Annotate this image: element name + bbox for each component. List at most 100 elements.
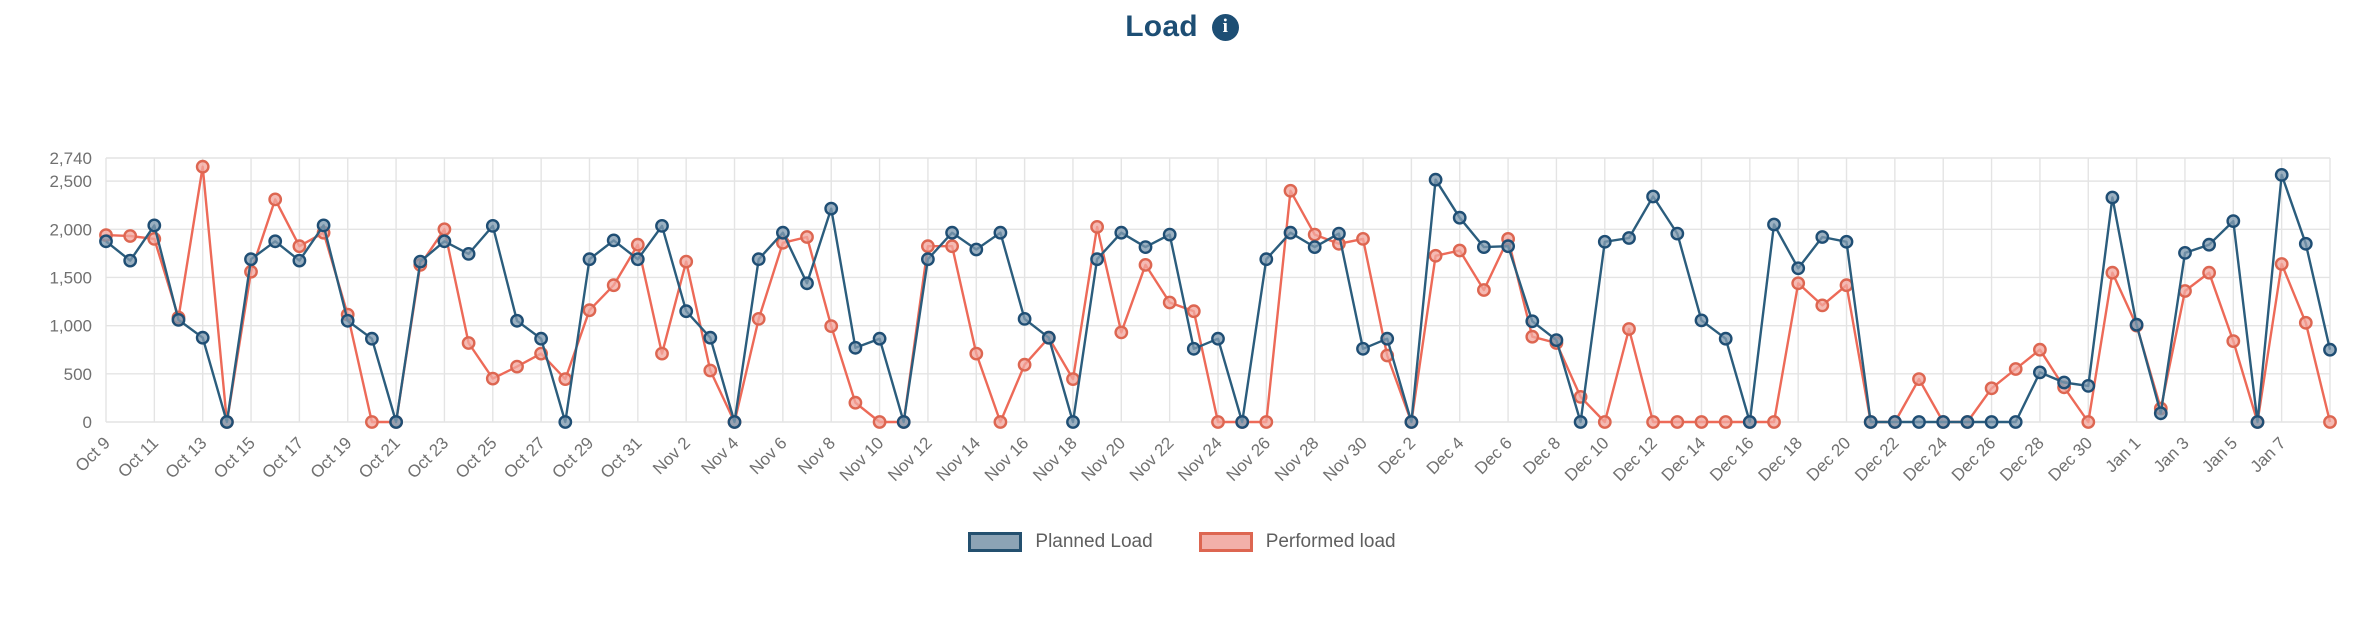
- data-point-marker[interactable]: [2202, 237, 2217, 252]
- data-point-marker[interactable]: [1936, 415, 1951, 429]
- data-point-marker[interactable]: [993, 415, 1008, 429]
- data-point-marker[interactable]: [1888, 415, 1902, 429]
- data-point-marker[interactable]: [1138, 257, 1153, 272]
- data-point-marker[interactable]: [679, 304, 694, 319]
- data-point-marker[interactable]: [1791, 261, 1806, 276]
- data-point-marker[interactable]: [1815, 230, 1830, 244]
- data-point-marker[interactable]: [413, 254, 428, 269]
- data-point-marker[interactable]: [2226, 214, 2241, 229]
- data-point-marker[interactable]: [1815, 298, 1830, 313]
- data-point-marker[interactable]: [1525, 314, 1540, 329]
- data-point-marker[interactable]: [1597, 234, 1612, 249]
- data-point-marker[interactable]: [1138, 240, 1153, 255]
- data-point-marker[interactable]: [123, 229, 138, 243]
- data-point-marker[interactable]: [2202, 265, 2217, 280]
- data-point-marker[interactable]: [2008, 415, 2023, 429]
- data-point-marker[interactable]: [921, 252, 935, 267]
- data-point-marker[interactable]: [1186, 304, 1201, 319]
- data-point-marker[interactable]: [824, 201, 839, 216]
- data-point-marker[interactable]: [1670, 226, 1685, 241]
- data-point-marker[interactable]: [1622, 322, 1636, 336]
- info-icon[interactable]: i: [1211, 13, 1239, 41]
- data-point-marker[interactable]: [1404, 415, 1419, 429]
- data-point-marker[interactable]: [655, 218, 669, 233]
- data-point-marker[interactable]: [848, 340, 863, 355]
- data-point-marker[interactable]: [921, 239, 935, 254]
- data-point-marker[interactable]: [2274, 257, 2289, 271]
- data-point-marker[interactable]: [461, 246, 476, 261]
- data-point-marker[interactable]: [1235, 415, 1250, 429]
- data-point-marker[interactable]: [1549, 333, 1564, 347]
- data-point-marker[interactable]: [2323, 415, 2337, 429]
- data-point-marker[interactable]: [1307, 240, 1322, 255]
- data-point-marker[interactable]: [123, 253, 138, 268]
- data-point-marker[interactable]: [630, 252, 645, 267]
- data-point-marker[interactable]: [1622, 231, 1636, 245]
- data-point-marker[interactable]: [244, 252, 258, 267]
- data-point-marker[interactable]: [1839, 234, 1854, 249]
- data-point-marker[interactable]: [437, 234, 452, 249]
- data-point-marker[interactable]: [2105, 190, 2120, 205]
- data-point-marker[interactable]: [2298, 315, 2313, 330]
- data-point-marker[interactable]: [461, 336, 476, 350]
- data-point-marker[interactable]: [703, 363, 718, 378]
- data-point-marker[interactable]: [2105, 265, 2120, 280]
- data-point-marker[interactable]: [485, 371, 500, 386]
- data-point-marker[interactable]: [1718, 415, 1733, 429]
- data-point-marker[interactable]: [1646, 189, 1661, 204]
- data-point-marker[interactable]: [1452, 210, 1467, 225]
- data-point-marker[interactable]: [1767, 217, 1781, 232]
- data-point-marker[interactable]: [1162, 227, 1177, 242]
- data-point-marker[interactable]: [1017, 357, 1032, 372]
- data-point-marker[interactable]: [824, 319, 839, 333]
- data-point-marker[interactable]: [630, 237, 645, 252]
- data-point-marker[interactable]: [1501, 239, 1516, 254]
- data-point-marker[interactable]: [2033, 342, 2047, 357]
- data-point-marker[interactable]: [1332, 226, 1346, 241]
- data-point-marker[interactable]: [1477, 283, 1491, 297]
- data-point-marker[interactable]: [606, 278, 621, 293]
- data-point-marker[interactable]: [2081, 378, 2096, 393]
- data-point-marker[interactable]: [2153, 406, 2168, 421]
- data-point-marker[interactable]: [1912, 372, 1926, 386]
- data-point-marker[interactable]: [292, 239, 307, 254]
- data-point-marker[interactable]: [776, 225, 790, 240]
- data-point-marker[interactable]: [195, 159, 210, 174]
- data-point-marker[interactable]: [1307, 227, 1322, 242]
- data-point-marker[interactable]: [1259, 252, 1274, 267]
- data-point-marker[interactable]: [171, 312, 186, 327]
- data-point-marker[interactable]: [1718, 331, 1733, 346]
- data-point-marker[interactable]: [2129, 317, 2144, 332]
- data-point-marker[interactable]: [1646, 415, 1661, 429]
- data-point-marker[interactable]: [2178, 245, 2192, 260]
- data-point-marker[interactable]: [582, 303, 597, 318]
- data-point-marker[interactable]: [1090, 219, 1105, 234]
- data-point-marker[interactable]: [2298, 236, 2313, 251]
- data-point-marker[interactable]: [703, 330, 718, 345]
- data-point-marker[interactable]: [2250, 415, 2265, 429]
- data-point-marker[interactable]: [872, 415, 887, 429]
- data-point-marker[interactable]: [485, 218, 500, 233]
- data-point-marker[interactable]: [364, 331, 379, 346]
- data-point-marker[interactable]: [1912, 415, 1926, 429]
- data-point-marker[interactable]: [2226, 334, 2241, 348]
- data-point-marker[interactable]: [945, 239, 959, 254]
- data-point-marker[interactable]: [268, 192, 283, 207]
- data-point-marker[interactable]: [292, 253, 307, 268]
- legend-item-planned-load[interactable]: Planned Load: [968, 531, 1153, 553]
- data-point-marker[interactable]: [1767, 415, 1781, 429]
- data-point-marker[interactable]: [1791, 276, 1806, 291]
- data-point-marker[interactable]: [679, 254, 694, 269]
- data-point-marker[interactable]: [558, 372, 573, 386]
- data-point-marker[interactable]: [1283, 225, 1298, 240]
- data-point-marker[interactable]: [1380, 331, 1395, 346]
- data-point-marker[interactable]: [147, 218, 162, 233]
- data-point-marker[interactable]: [1597, 415, 1612, 429]
- data-point-marker[interactable]: [1428, 172, 1443, 187]
- data-point-marker[interactable]: [582, 252, 597, 267]
- data-point-marker[interactable]: [437, 222, 452, 237]
- data-point-marker[interactable]: [1984, 415, 1999, 429]
- data-point-marker[interactable]: [2323, 342, 2337, 357]
- data-point-marker[interactable]: [969, 346, 984, 361]
- data-point-marker[interactable]: [2081, 415, 2096, 429]
